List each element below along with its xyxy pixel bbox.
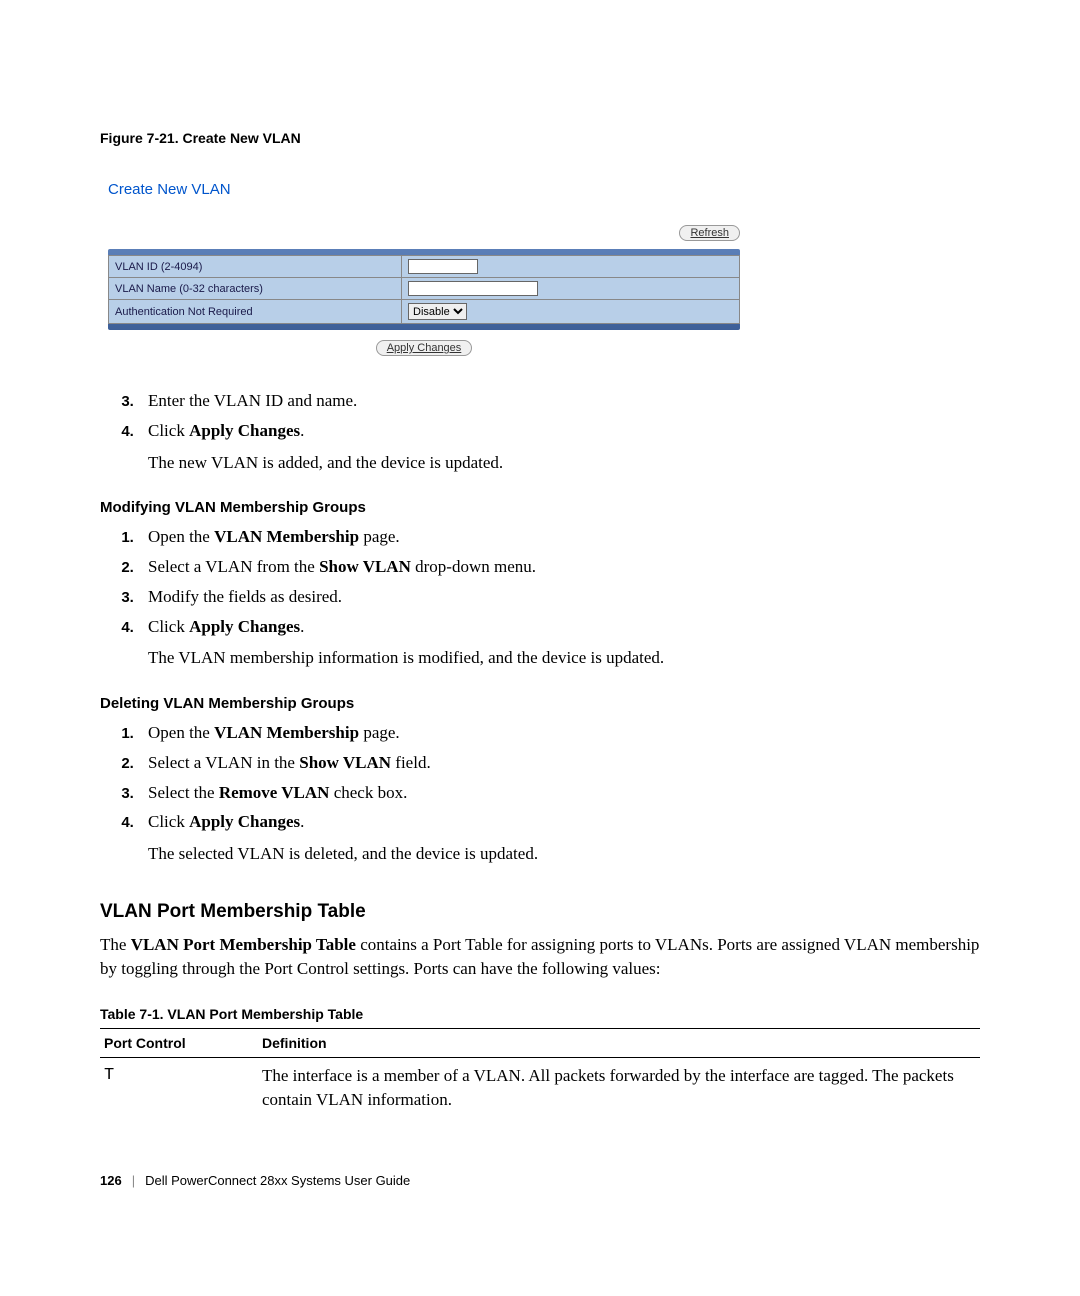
page-number: 126	[100, 1173, 122, 1188]
panel-title: Create New VLAN	[108, 181, 980, 198]
modify-step-4: Click Apply Changes. The VLAN membership…	[138, 612, 980, 674]
vlan-id-input[interactable]	[408, 259, 478, 274]
port-membership-table: Port Control Definition T The interface …	[100, 1028, 980, 1118]
vlan-name-label: VLAN Name (0-32 characters)	[109, 278, 402, 300]
modify-steps-list: Open the VLAN Membership page. Select a …	[100, 522, 980, 673]
section-heading: VLAN Port Membership Table	[100, 901, 980, 923]
auth-label: Authentication Not Required	[109, 300, 402, 324]
apply-changes-button[interactable]: Apply Changes	[376, 340, 473, 356]
port-table-row1-c1: T	[100, 1058, 258, 1118]
page-footer: 126 | Dell PowerConnect 28xx Systems Use…	[100, 1173, 980, 1188]
vlan-screenshot-panel: Create New VLAN Refresh VLAN ID (2-4094)…	[108, 181, 980, 356]
delete-heading: Deleting VLAN Membership Groups	[100, 695, 980, 712]
modify-step-4-note: The VLAN membership information is modif…	[148, 643, 980, 673]
vlan-id-label: VLAN ID (2-4094)	[109, 256, 402, 278]
create-steps-list: Enter the VLAN ID and name. Click Apply …	[100, 386, 980, 477]
vlan-config-table: VLAN ID (2-4094) VLAN Name (0-32 charact…	[108, 255, 740, 324]
delete-step-2: Select a VLAN in the Show VLAN field.	[138, 748, 980, 778]
footer-guide-title: Dell PowerConnect 28xx Systems User Guid…	[145, 1173, 410, 1188]
refresh-button[interactable]: Refresh	[679, 225, 740, 241]
create-step-4: Click Apply Changes. The new VLAN is add…	[138, 416, 980, 478]
delete-steps-list: Open the VLAN Membership page. Select a …	[100, 718, 980, 869]
delete-step-1: Open the VLAN Membership page.	[138, 718, 980, 748]
port-table-col2: Definition	[258, 1029, 980, 1058]
figure-caption: Figure 7-21. Create New VLAN	[100, 130, 980, 146]
modify-step-2: Select a VLAN from the Show VLAN drop-do…	[138, 552, 980, 582]
create-step-4-note: The new VLAN is added, and the device is…	[148, 448, 980, 478]
section-body: The VLAN Port Membership Table contains …	[100, 933, 980, 982]
delete-step-4: Click Apply Changes. The selected VLAN i…	[138, 807, 980, 869]
modify-step-3: Modify the fields as desired.	[138, 582, 980, 612]
modify-step-1: Open the VLAN Membership page.	[138, 522, 980, 552]
port-table-row1-c2: The interface is a member of a VLAN. All…	[258, 1058, 980, 1118]
footer-separator: |	[132, 1173, 135, 1188]
delete-step-3: Select the Remove VLAN check box.	[138, 778, 980, 808]
port-table-col1: Port Control	[100, 1029, 258, 1058]
create-step-3: Enter the VLAN ID and name.	[138, 386, 980, 416]
modify-heading: Modifying VLAN Membership Groups	[100, 499, 980, 516]
table-caption: Table 7-1. VLAN Port Membership Table	[100, 1006, 980, 1022]
vlan-name-input[interactable]	[408, 281, 538, 296]
auth-select[interactable]: Disable	[408, 303, 467, 320]
delete-step-4-note: The selected VLAN is deleted, and the de…	[148, 839, 980, 869]
